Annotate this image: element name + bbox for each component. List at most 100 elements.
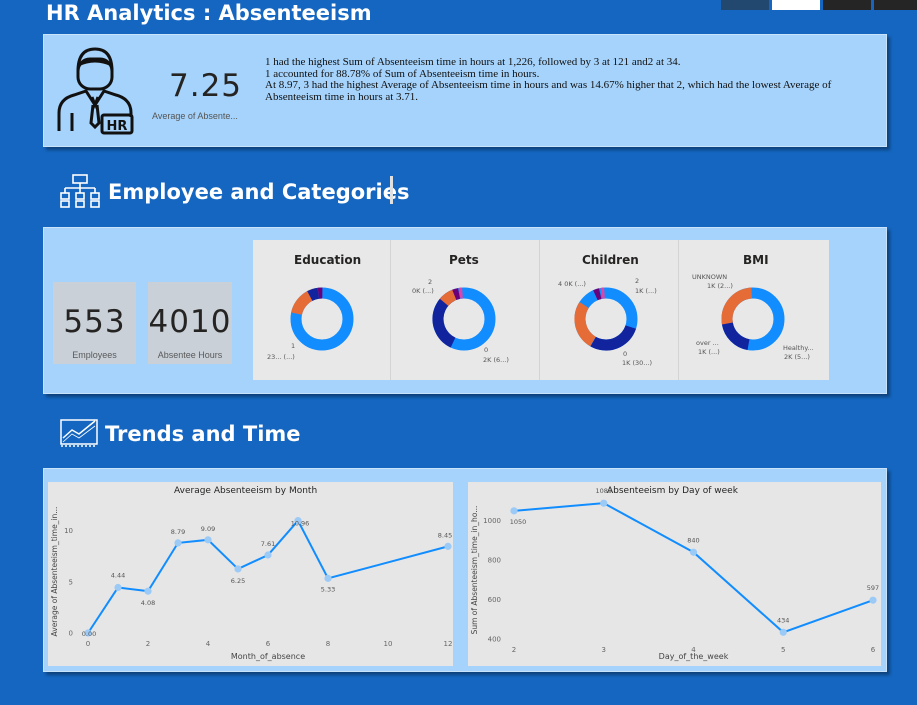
employees-label: Employees [72, 350, 117, 360]
data-label: 0.00 [82, 630, 96, 638]
toolbar-button-2[interactable] [772, 0, 820, 10]
x-axis-label: Day_of_the_week [659, 652, 729, 661]
text-cursor [390, 176, 393, 204]
pets-label-bottom-b: 2K (6...) [483, 356, 509, 364]
narrative-line-2: 1 accounted for 88.78% of Sum of Absente… [265, 67, 540, 80]
pets-label-bottom-a: 0 [484, 346, 489, 354]
narrative-line-4: Absenteeism time in hours at 3.71. [265, 90, 419, 103]
data-label: 8.79 [171, 528, 185, 536]
data-point[interactable] [264, 551, 272, 559]
series-line [513, 502, 874, 634]
data-label: 10.96 [291, 520, 310, 528]
month-chart-plot: Average of Absenteeism_time_in... Month_o… [50, 507, 452, 661]
kpi-average-value: 7.25 [169, 68, 243, 104]
y-axis-label: Sum of Absenteeism_time_in_ho... [470, 506, 479, 635]
narrative-line-1: 1 had the highest Sum of Absenteeism tim… [265, 56, 681, 68]
section-heading-trends: Trends and Time [105, 422, 301, 446]
x-tick-label: 3 [602, 646, 606, 654]
donut-divider-1 [390, 240, 391, 380]
y-tick-label: 5 [69, 578, 73, 586]
pets-label-top-a: 2 [428, 278, 433, 286]
absentee-hours-value: 4010 [148, 304, 232, 340]
y-tick-label: 400 [488, 636, 501, 644]
children-donut[interactable] [571, 284, 641, 354]
kpi-average-label: Average of Absente... [152, 111, 238, 121]
data-label: 6.25 [231, 577, 245, 585]
data-label: 597 [867, 584, 879, 592]
education-label-top: 1 [291, 342, 296, 350]
data-point[interactable] [600, 499, 608, 507]
x-tick-label: 8 [326, 640, 330, 648]
day-chart[interactable]: Absenteeism by Day of week Sum of Absent… [468, 482, 881, 666]
org-chart-icon [60, 174, 100, 208]
y-tick-label: 10 [64, 527, 73, 535]
data-label: 1089 [595, 487, 612, 495]
y-tick-label: 600 [488, 596, 501, 604]
data-point[interactable] [204, 536, 212, 544]
employee-panel: 553 Employees 4010 Absentee Hours Educat… [43, 227, 887, 394]
hr-person-icon: HR [57, 47, 134, 135]
data-label: 7.61 [261, 540, 275, 548]
x-tick-label: 2 [512, 646, 516, 654]
data-point[interactable] [444, 542, 452, 550]
employees-value: 553 [63, 304, 126, 340]
summary-panel: HR 7.25 Average of Absente... 1 had the … [43, 34, 887, 147]
data-label: 8.45 [438, 531, 452, 539]
series-line [87, 518, 449, 634]
donut-divider-2 [539, 240, 540, 380]
toolbar-button-1[interactable] [721, 0, 769, 10]
education-donut[interactable] [287, 284, 357, 354]
line-chart-icon [60, 419, 98, 447]
bmi-title: BMI [743, 253, 769, 267]
data-point[interactable] [510, 507, 518, 515]
pets-label-top-b: 0K (...) [412, 287, 434, 295]
data-point[interactable] [779, 628, 787, 636]
data-point[interactable] [294, 517, 302, 525]
data-point[interactable] [114, 583, 122, 592]
x-tick-label: 4 [691, 646, 696, 654]
data-point[interactable] [144, 587, 152, 595]
x-tick-label: 10 [384, 640, 393, 648]
children-label-right-a: 2 [635, 277, 640, 285]
data-label: 4.08 [141, 599, 155, 607]
toolbar-button-4[interactable] [874, 0, 917, 10]
data-point[interactable] [324, 574, 332, 582]
x-tick-label: 6 [871, 646, 876, 654]
data-point[interactable] [689, 548, 698, 556]
data-point[interactable] [174, 539, 182, 547]
hr-badge-text: HR [107, 119, 128, 134]
month-chart-title: Average Absenteeism by Month [174, 486, 318, 496]
data-label: 9.09 [201, 525, 215, 533]
pets-title: Pets [449, 253, 479, 267]
children-title: Children [582, 253, 639, 267]
bmi-label-left-a: over ... [696, 339, 719, 347]
education-title: Education [294, 253, 362, 267]
narrative-line-3: At 8.97, 3 had the highest Average of Ab… [265, 79, 832, 91]
children-label-right-b: 1K (...) [635, 287, 657, 295]
data-point[interactable] [234, 565, 242, 573]
toolbar-button-3[interactable] [823, 0, 871, 10]
donut-divider-3 [678, 240, 679, 380]
smart-narrative: 1 had the highest Sum of Absenteeism tim… [265, 56, 880, 103]
data-label: 1050 [510, 518, 527, 526]
month-chart[interactable]: Average Absenteeism by Month Average of … [48, 482, 453, 666]
day-chart-title: Absenteeism by Day of week [607, 486, 738, 496]
y-axis-label: Average of Absenteeism_time_in... [50, 507, 59, 637]
donut-charts-area: Education 1 23... (...) Pets 2 0K (...) … [253, 240, 829, 380]
bmi-donut[interactable] [718, 284, 788, 354]
data-label: 5.33 [321, 585, 335, 593]
x-tick-label: 6 [266, 640, 271, 648]
children-label-bottom-b: 1K (30...) [622, 359, 653, 367]
pets-donut[interactable] [429, 284, 499, 354]
bmi-label-top-b: 1K (2...) [707, 282, 733, 290]
x-tick-label: 4 [206, 640, 211, 648]
bmi-label-right-a: Healthy... [783, 344, 814, 352]
data-label: 434 [777, 616, 789, 624]
absentee-hours-card: 4010 Absentee Hours [148, 282, 232, 364]
bmi-label-right-b: 2K (5...) [784, 353, 810, 361]
data-point[interactable] [84, 629, 92, 637]
children-label-left: 4 0K (...) [558, 280, 586, 288]
y-tick-label: 800 [488, 557, 501, 565]
data-point[interactable] [869, 596, 877, 604]
day-chart-plot: Sum of Absenteeism_time_in_ho... Day_of_t… [470, 487, 879, 661]
